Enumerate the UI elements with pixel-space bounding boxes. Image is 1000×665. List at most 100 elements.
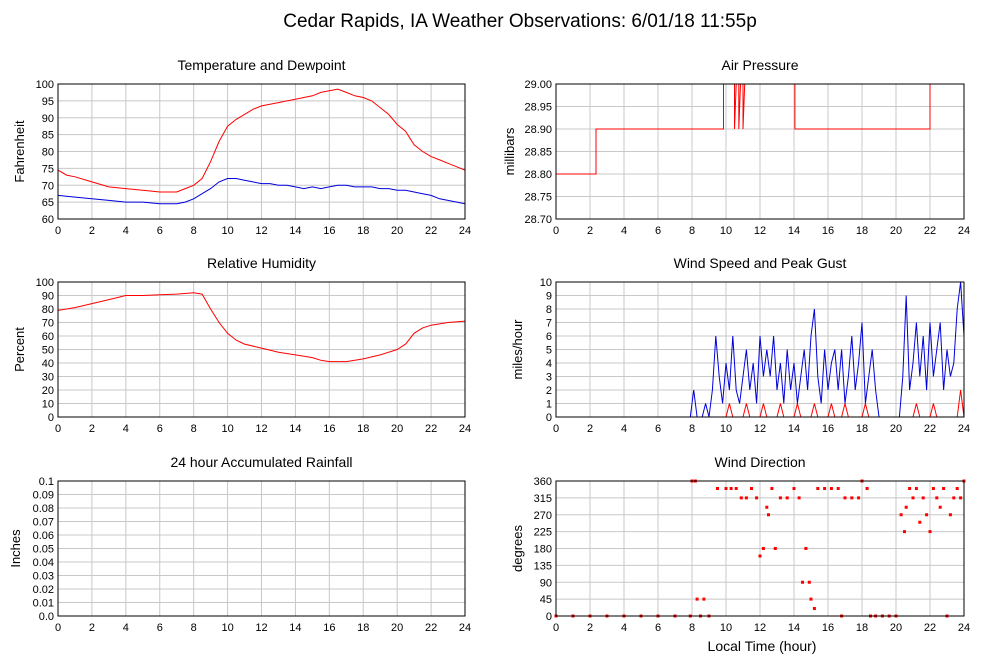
y-tick-label: 8 — [546, 304, 552, 316]
y-tick-label: 0 — [48, 412, 54, 424]
x-tick-label: 18 — [856, 423, 868, 435]
x-tick-label: 10 — [221, 622, 233, 634]
x-tick-label: 14 — [289, 225, 301, 237]
y-tick-label: 40 — [42, 358, 54, 370]
y-axis-label: Fahrenheit — [12, 120, 27, 183]
y-tick-label: 1 — [546, 399, 552, 411]
x-tick-label: 24 — [958, 225, 970, 237]
data-point — [942, 487, 946, 490]
data-point — [739, 496, 743, 500]
x-tick-label: 2 — [89, 622, 95, 634]
data-point — [816, 487, 820, 490]
y-tick-label: 5 — [546, 345, 552, 357]
data-point — [903, 530, 906, 534]
x-tick-label: 22 — [425, 423, 437, 435]
series-line-blue — [556, 281, 965, 418]
y-tick-label: 45 — [540, 594, 552, 606]
data-point — [914, 487, 918, 490]
x-tick-label: 14 — [788, 225, 800, 237]
series-line-blue — [57, 178, 466, 205]
x-tick-label: 12 — [754, 225, 766, 237]
y-tick-label: 270 — [534, 510, 552, 522]
x-tick-label: 2 — [89, 225, 95, 237]
x-tick-label: 6 — [655, 225, 661, 237]
y-tick-label: 90 — [540, 577, 552, 589]
y-tick-label: 20 — [42, 385, 54, 397]
y-tick-label: 3 — [546, 372, 552, 384]
y-tick-label: 360 — [534, 476, 552, 488]
data-point — [716, 487, 719, 490]
data-point — [843, 496, 847, 500]
x-tick-label: 4 — [621, 225, 627, 237]
y-tick-label: 60 — [42, 331, 54, 343]
x-tick-label: 18 — [856, 622, 868, 634]
data-point — [702, 597, 706, 601]
y-tick-label: 65 — [42, 197, 54, 209]
x-tick-label: 16 — [822, 225, 834, 237]
y-tick-label: 0.08 — [33, 503, 54, 515]
x-tick-label: 16 — [822, 622, 834, 634]
x-tick-label: 4 — [123, 622, 129, 634]
y-tick-label: 50 — [42, 345, 54, 357]
data-point — [836, 487, 840, 490]
x-tick-label: 12 — [255, 622, 267, 634]
data-point — [755, 496, 759, 500]
x-tick-label: 8 — [191, 423, 197, 435]
x-tick-label: 10 — [720, 225, 732, 237]
x-tick-label: 24 — [958, 622, 970, 634]
x-tick-label: 0 — [553, 622, 559, 634]
y-tick-label: 85 — [42, 130, 54, 142]
data-point — [792, 487, 796, 490]
data-point — [823, 487, 827, 490]
y-tick-label: 100 — [36, 79, 54, 91]
y-tick-label: 10 — [540, 277, 552, 289]
y-tick-label: 30 — [42, 372, 54, 384]
x-tick-label: 10 — [221, 225, 233, 237]
y-tick-label: 28.80 — [524, 169, 552, 181]
y-tick-label: 28.75 — [524, 192, 552, 204]
series-line-red — [57, 292, 466, 363]
data-point — [829, 487, 833, 490]
y-tick-label: 315 — [534, 493, 552, 505]
x-tick-label: 16 — [323, 225, 335, 237]
y-axis-label: Inches — [8, 529, 23, 568]
data-point — [931, 487, 935, 490]
data-point — [928, 530, 932, 534]
x-tick-label: 22 — [425, 225, 437, 237]
x-tick-label: 24 — [459, 225, 471, 237]
data-point — [948, 513, 952, 517]
x-tick-label: 24 — [459, 423, 471, 435]
x-tick-label: 2 — [89, 423, 95, 435]
x-tick-label: 4 — [621, 423, 627, 435]
x-tick-label: 0 — [55, 423, 61, 435]
data-point — [770, 487, 774, 490]
y-tick-label: 70 — [42, 318, 54, 330]
chart-winddir: 0 2 4 6 8 10 12 14 16 18 20 22 240459013518022527031… — [510, 454, 970, 634]
data-point — [804, 547, 808, 550]
data-point — [807, 580, 811, 584]
y-tick-label: 0.1 — [39, 476, 54, 488]
series-line-red — [556, 83, 964, 175]
y-tick-label: 0.01 — [33, 598, 54, 610]
x-tick-label: 20 — [890, 423, 902, 435]
data-point — [904, 505, 908, 509]
x-tick-label: 18 — [357, 225, 369, 237]
x-tick-label: 16 — [323, 423, 335, 435]
x-tick-label: 10 — [221, 423, 233, 435]
x-tick-label: 20 — [391, 225, 403, 237]
data-point — [785, 496, 789, 500]
x-tick-label: 4 — [621, 622, 627, 634]
data-point — [767, 513, 770, 517]
x-tick-label: 18 — [357, 423, 369, 435]
data-point — [952, 496, 956, 500]
plot-frame — [57, 480, 466, 617]
y-tick-label: 6 — [546, 331, 552, 343]
data-point — [921, 496, 925, 500]
y-axis-label: degrees — [510, 525, 525, 572]
chart-title: Temperature and Dewpoint — [177, 57, 345, 73]
y-tick-label: 4 — [546, 358, 552, 370]
x-tick-label: 12 — [255, 225, 267, 237]
data-point — [935, 496, 939, 500]
